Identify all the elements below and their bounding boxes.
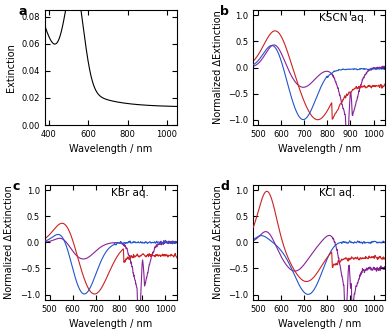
Y-axis label: Normalized ΔExtinction: Normalized ΔExtinction <box>213 11 223 125</box>
X-axis label: Wavelength / nm: Wavelength / nm <box>278 144 361 154</box>
Y-axis label: Extinction: Extinction <box>6 43 16 92</box>
Text: KCl aq.: KCl aq. <box>319 188 355 198</box>
Y-axis label: Normalized ΔExtinction: Normalized ΔExtinction <box>4 185 14 299</box>
Text: c: c <box>12 180 20 193</box>
Y-axis label: Normalized ΔExtinction: Normalized ΔExtinction <box>213 185 223 299</box>
X-axis label: Wavelength / nm: Wavelength / nm <box>278 319 361 329</box>
Text: KBr aq.: KBr aq. <box>111 188 149 198</box>
Text: a: a <box>19 5 27 18</box>
X-axis label: Wavelength / nm: Wavelength / nm <box>69 319 152 329</box>
Text: d: d <box>220 180 229 193</box>
Text: KSCN aq.: KSCN aq. <box>319 13 367 23</box>
X-axis label: Wavelength / nm: Wavelength / nm <box>69 144 152 154</box>
Text: b: b <box>220 5 229 18</box>
